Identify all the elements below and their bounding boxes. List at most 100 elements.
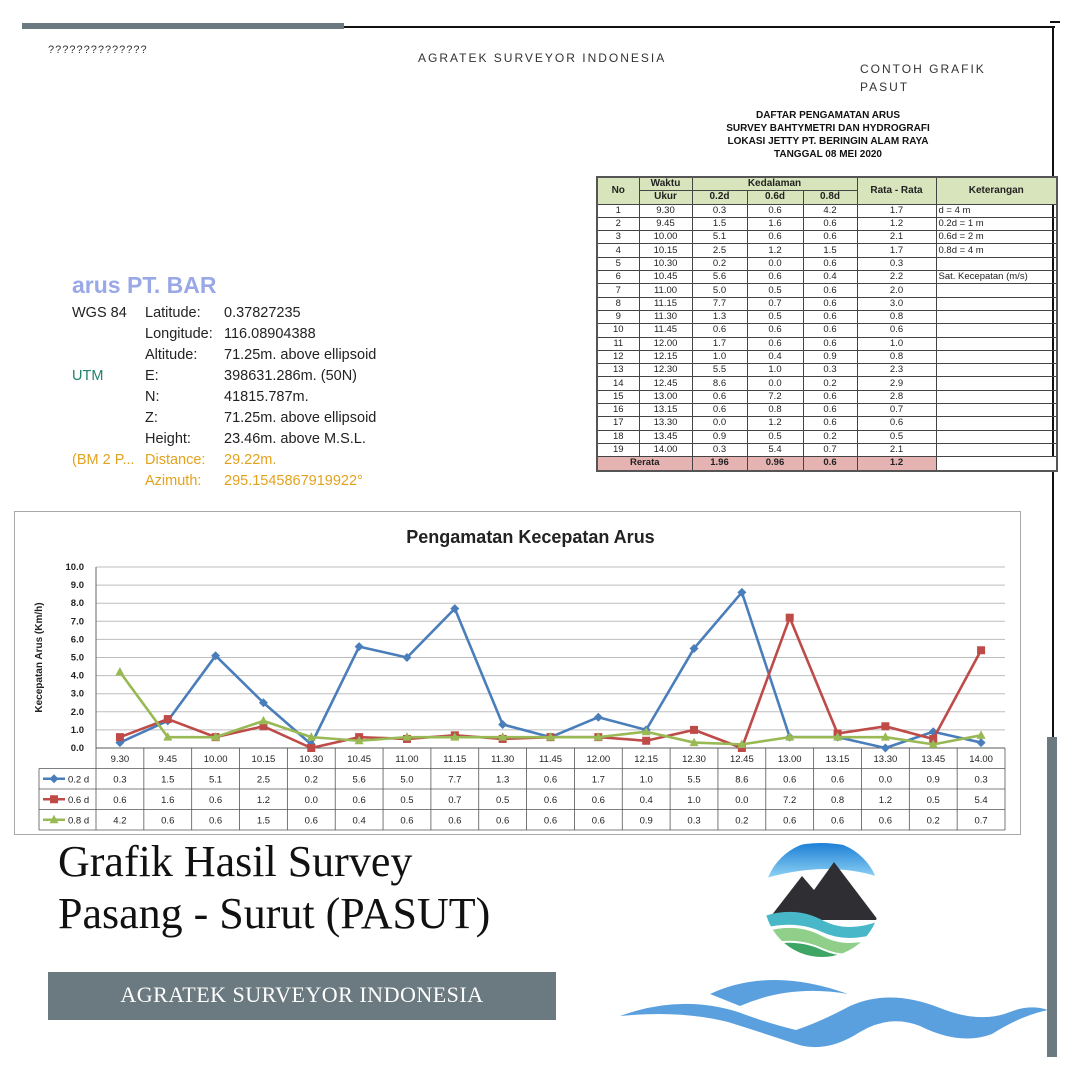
x-tick-label: 10.15 [252,754,276,765]
data-point [976,730,986,739]
data-point [211,732,221,741]
data-point [163,715,172,724]
table-row: 16 13.15 0.6 0.8 0.6 0.7 [596,403,1058,418]
x-tick-label: 10.45 [347,754,371,765]
cell-02d: 0.9 [691,429,748,444]
y-tick-label: 1.0 [71,725,84,736]
info-group-label [72,429,145,450]
data-point [689,737,699,747]
data-label: 1.2 [257,795,270,806]
cell-08d: 0.6 [802,296,858,311]
cell-06d: 1.2 [746,416,804,431]
header-example-label: CONTOH GRAFIK PASUT [860,62,986,94]
data-label: 0.0 [879,774,892,785]
cell-02d: 5.5 [691,363,748,378]
table-title-line: TANGGAL 08 MEI 2020 [774,149,882,160]
cell-no: 1 [596,203,640,218]
info-field-value: 0.37827235 [224,305,301,321]
data-point [928,727,938,737]
info-group-label: WGS 84 [72,305,127,321]
data-label: 0.7 [974,815,987,826]
cell-keterangan: 0.2d = 1 m [935,216,1058,232]
x-tick-label: 11.15 [443,754,466,765]
cell-06d: 5.4 [746,442,804,458]
cell-no: 15 [596,389,640,405]
y-tick-label: 6.0 [71,634,84,645]
col-header-keterangan: Keterangan [935,176,1058,205]
table-row: 19 14.00 0.3 5.4 0.7 2.1 [596,442,1058,458]
cell-rata: 2.1 [856,442,937,458]
data-label: 0.9 [640,815,653,826]
chart-title: Pengamatan Kecepatan Arus [406,527,654,547]
cell-no: 3 [596,230,640,245]
cell-keterangan [935,283,1058,298]
legend-key-marker [50,795,58,804]
table-row: 18 13.45 0.9 0.5 0.2 0.5 [596,429,1058,444]
x-tick-label: 10.30 [299,754,323,765]
data-point [354,642,364,652]
table-row: 4 10.15 2.5 1.2 1.5 1.7 0.8d = 4 m [596,243,1058,258]
cell-02d: 0.3 [691,442,748,458]
top-frame-tick [1050,21,1060,23]
col-header-ukur: Ukur [638,190,693,205]
footer-empty [935,456,1058,472]
table-body: 1 9.30 0.3 0.6 4.2 1.7 d = 4 m 2 9.45 1.5 1.6 0.6 1.… [596,203,1058,458]
data-label: 8.6 [735,774,748,785]
cell-rata: 2.3 [856,363,937,378]
cell-rata: 2.8 [856,389,937,405]
data-label: 0.5 [927,795,940,806]
cell-08d: 0.2 [802,429,858,444]
y-axis-label: Kecepatan Arus (Km/h) [34,602,45,712]
data-label: 1.0 [687,795,700,806]
info-field-label: Latitude: [145,305,201,321]
cell-08d: 0.6 [802,256,858,272]
cell-rata: 2.9 [856,376,937,391]
series-line-06d [119,616,983,750]
info-group-label: UTM [72,368,104,384]
cell-02d: 2.5 [691,243,748,258]
cell-waktu: 10.15 [638,243,693,258]
cell-waktu: 11.30 [638,309,693,325]
cell-rata: 3.0 [856,296,937,311]
data-label: 0.6 [783,815,796,826]
cell-no: 11 [596,336,640,351]
data-label: 1.2 [879,795,892,806]
cell-rata: 1.7 [856,203,937,218]
info-field-value: 116.08904388 [224,326,316,342]
data-point [307,744,316,752]
y-tick-label: 10.0 [66,562,85,573]
x-tick-label: 12.45 [730,754,754,765]
data-point [258,698,268,708]
legend-key-marker [49,774,59,784]
data-label: 0.5 [496,795,509,806]
data-point [163,732,173,741]
info-field-label: Azimuth: [145,473,202,489]
cell-rata: 1.2 [856,216,937,232]
cell-keterangan [935,442,1058,458]
info-field-label: Distance: [145,452,206,468]
data-label: 0.0 [735,795,748,806]
info-group-label [72,387,145,408]
cell-waktu: 10.30 [638,256,693,272]
table-row: 14 12.45 8.6 0.0 0.2 2.9 [596,376,1058,391]
info-group-label [72,345,145,366]
info-field-label: Altitude: [145,347,198,363]
data-point [642,736,651,745]
cell-02d: 5.0 [691,283,748,298]
right-accent-bar [1047,737,1057,1057]
cell-no: 19 [596,442,640,458]
cell-08d: 1.5 [802,243,858,258]
info-group-label [72,408,145,429]
cell-08d: 0.6 [802,309,858,325]
data-point [641,726,651,736]
cell-keterangan: d = 4 m [935,203,1058,218]
info-field-value: 295.1545867919922° [224,473,363,489]
data-point [785,732,795,741]
info-field-value: 41815.787m. [224,389,309,405]
cell-02d: 0.3 [691,203,748,218]
cell-08d: 0.6 [802,283,858,298]
cell-keterangan [935,403,1058,418]
cell-keterangan [935,336,1058,351]
observation-table: No Waktu Kedalaman Rata - Rata Keteranga… [596,176,1058,472]
header-company: AGRATEK SURVEYOR INDONESIA [418,51,667,65]
